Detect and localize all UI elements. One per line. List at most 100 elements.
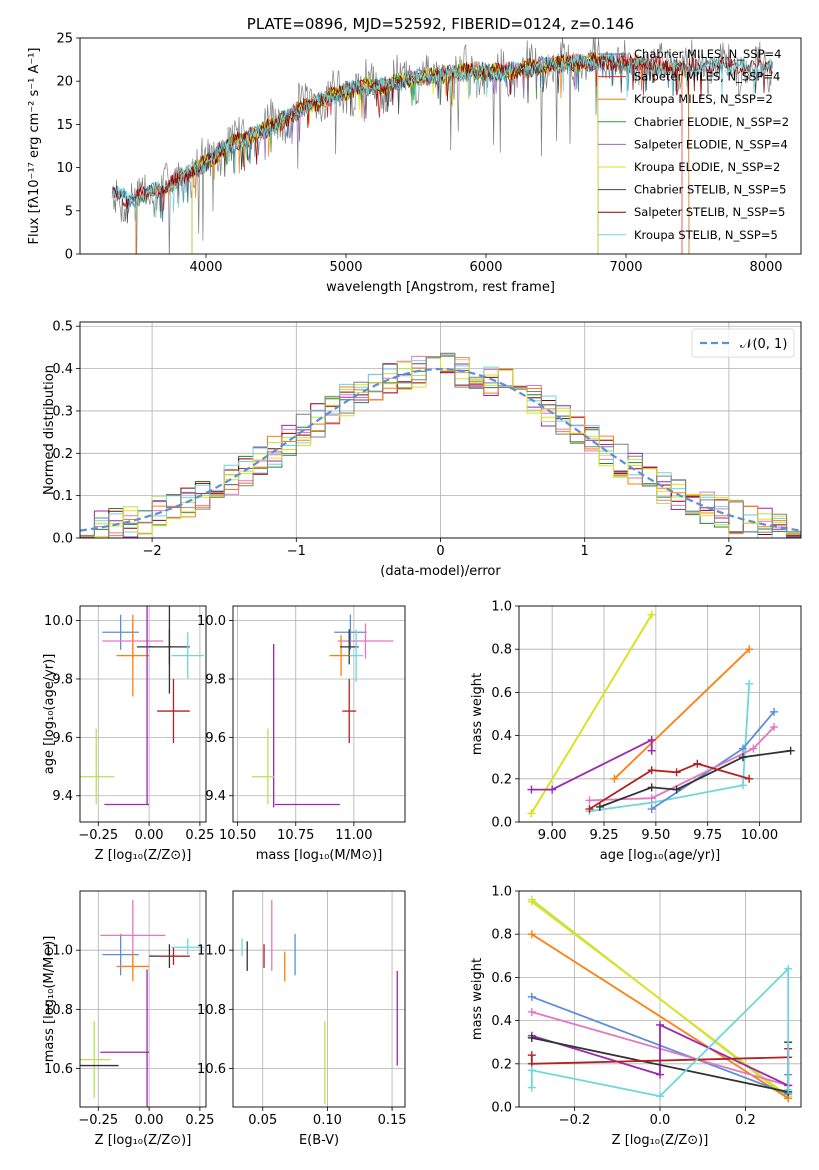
plus-marker: [527, 992, 536, 1001]
plus-marker: [647, 805, 656, 814]
plus-marker: [647, 735, 656, 744]
plus-marker: [527, 1083, 536, 1092]
x-tick-label: 2: [725, 544, 733, 559]
weight-line-2: [531, 901, 789, 1097]
axes-border: [79, 890, 207, 1108]
plus-marker: [786, 746, 795, 755]
plus-marker: [527, 1033, 536, 1042]
data-point: [349, 629, 364, 682]
legend-label: Kroupa MILES, N_SSP=2: [634, 92, 773, 106]
plus-marker: [770, 722, 779, 731]
y-tick-label: 0.0: [491, 816, 512, 831]
axes-frame: −0.25 0.00 0.25 10.6 10.8 11.0 Z [log₁₀(Z/Z⊙)]…: [42, 890, 214, 1148]
axes-frame: −0.25 0.00 0.25 9.4 9.6 9.8 10.0 Z [log₁₀(Z/Z⊙)…: [42, 605, 214, 863]
axes-border: [79, 605, 207, 823]
plus-marker: [527, 1066, 536, 1075]
plus-marker: [527, 1007, 536, 1016]
y-tick-label: 10.0: [44, 614, 73, 629]
plus-marker: [770, 707, 779, 716]
y-tick-label: 10.8: [197, 1003, 226, 1018]
plot-area: [251, 614, 394, 808]
plot-area: [527, 610, 795, 818]
x-axis-label: wavelength [Angstrom, rest frame]: [326, 280, 555, 295]
chart-spectrum: 4000 5000 6000 7000 8000 0 5 10 15 20 25 wavelength…: [27, 15, 802, 295]
plus-marker: [647, 794, 656, 803]
plus-marker: [745, 774, 754, 783]
data-point: [171, 632, 204, 679]
x-axis-label: mass [log₁₀(M/M⊙)]: [256, 848, 383, 863]
axes-frame: 10.50 10.75 11.00 9.4 9.6 9.8 10.0 mass [log₁₀(…: [197, 605, 406, 863]
plus-marker: [745, 645, 754, 654]
y-axis-label: Normed distribution: [42, 365, 57, 495]
plus-marker: [738, 744, 747, 753]
plus-marker: [585, 796, 594, 805]
model-line-9: [111, 52, 773, 222]
x-tick-label: 10.50: [219, 828, 256, 843]
chart-title: PLATE=0896, MJD=52592, FIBERID=0124, z=0…: [247, 15, 634, 33]
y-tick-label: 10.0: [197, 614, 226, 629]
plot-area: [80, 606, 204, 806]
x-tick-label: −0.25: [78, 828, 118, 843]
weight-line-4: [589, 683, 751, 813]
data-point: [337, 623, 394, 659]
x-axis-label: Z [log₁₀(Z/Z⊙)]: [612, 1133, 709, 1148]
plus-marker: [672, 768, 681, 777]
plus-marker: [693, 759, 702, 768]
legend-label: 𝒩(0, 1): [740, 337, 787, 352]
y-tick-label: 9.6: [52, 731, 73, 746]
axes-border: [79, 37, 802, 255]
y-tick-label: 0: [65, 248, 73, 263]
weight-line-3: [531, 933, 789, 1100]
axes-border: [79, 321, 802, 539]
plus-marker: [738, 781, 747, 790]
y-axis-label: age [log₁₀(age/yr)]: [42, 654, 57, 775]
y-tick-label: 0.8: [491, 643, 512, 658]
x-axis-label: Z [log₁₀(Z/Z⊙)]: [95, 848, 192, 863]
data-point: [339, 629, 359, 665]
data-point: [334, 614, 367, 650]
x-tick-label: −2: [143, 544, 162, 559]
x-tick-label: 8000: [749, 260, 782, 275]
chart-age-vs-Z: −0.25 0.00 0.25 9.4 9.6 9.8 10.0 Z [log₁₀(Z/Z⊙)…: [42, 605, 214, 863]
x-axis-label: Z [log₁₀(Z/Z⊙)]: [95, 1133, 192, 1148]
plus-marker: [656, 1020, 664, 1029]
y-axis-label: mass [log₁₀(M/M⊙)]: [42, 936, 57, 1063]
plus-marker: [585, 805, 594, 814]
y-tick-label: 15: [56, 118, 73, 133]
legend-box: [691, 328, 795, 358]
y-tick-label: 9.4: [52, 789, 73, 804]
plus-marker: [647, 746, 656, 755]
weight-line-9: [531, 738, 653, 791]
plus-marker: [647, 610, 656, 619]
data-point: [342, 678, 357, 744]
x-tick-label: 0.0: [650, 1113, 671, 1128]
x-tick-label: 0.00: [135, 828, 164, 843]
x-tick-label: 0: [436, 544, 444, 559]
y-tick-label: 9.8: [205, 672, 226, 687]
legend-label: Chabrier MILES, N_SSP=4: [634, 47, 781, 61]
plus-marker: [548, 785, 557, 794]
x-tick-label: 9.75: [693, 828, 722, 843]
plus-marker: [647, 766, 656, 775]
y-tick-label: 0.6: [491, 686, 512, 701]
legend-label: Salpeter MILES, N_SSP=4: [634, 70, 780, 84]
legend-label: Chabrier ELODIE, N_SSP=2: [634, 115, 789, 129]
x-tick-label: 0.00: [135, 1113, 164, 1128]
x-tick-label: 9.25: [590, 828, 619, 843]
legend-label: Salpeter ELODIE, N_SSP=4: [634, 137, 788, 151]
data-point: [116, 951, 150, 982]
y-tick-label: 10.6: [44, 1062, 73, 1077]
legend: Chabrier MILES, N_SSP=4 Salpeter MILES, N…: [598, 47, 789, 242]
x-tick-label: 9.00: [538, 828, 567, 843]
x-tick-label: −0.2: [559, 1113, 591, 1128]
plus-marker: [745, 679, 754, 688]
plus-marker: [656, 1092, 664, 1101]
y-tick-label: 0.0: [52, 532, 73, 547]
weight-line-2: [530, 614, 653, 814]
x-tick-label: 0.2: [735, 1113, 756, 1128]
y-tick-label: 5: [65, 204, 73, 219]
chart-age-vs-mass: 10.50 10.75 11.00 9.4 9.6 9.8 10.0 mass [log₁₀(…: [197, 605, 406, 863]
y-tick-label: 1.0: [491, 600, 512, 615]
plus-marker: [784, 1085, 793, 1094]
